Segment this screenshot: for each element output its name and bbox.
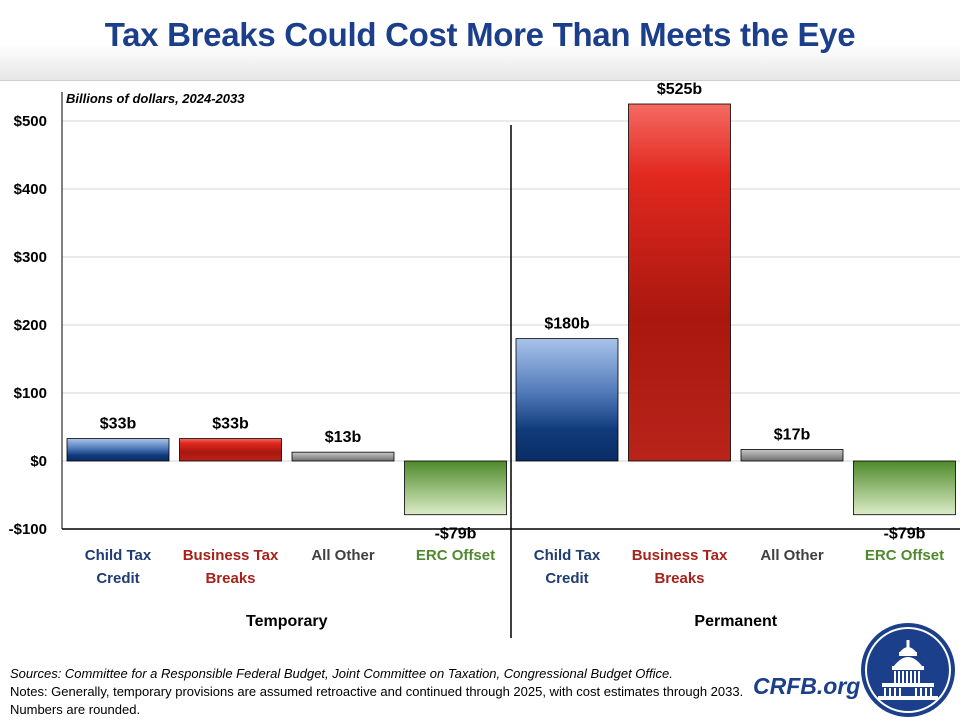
y-tick-label: $300 [14,249,47,266]
category-label: Business Tax [632,547,728,564]
y-tick-label: $0 [30,453,47,470]
data-label: $525b [657,81,703,98]
capitol-dome-seal-icon [861,623,955,717]
bar [291,451,395,462]
bar [66,438,170,462]
title-banner: Tax Breaks Could Cost More Than Meets th… [0,0,960,81]
category-label: Breaks [205,570,255,587]
sources-text: Sources: Committee for a Responsible Fed… [10,666,673,681]
y-tick-label: -$100 [9,521,47,538]
data-label: $13b [325,429,362,446]
data-label: $180b [544,316,590,333]
y-tick-label: $100 [14,385,47,402]
bar [404,460,507,516]
category-label: Child Tax [85,547,152,564]
category-label: ERC Offset [416,547,495,564]
category-label: Child Tax [534,547,601,564]
data-label: -$79b [435,526,477,543]
bar [740,449,844,462]
data-label: $17b [774,426,811,443]
brand-link[interactable]: CRFB.org [753,673,861,699]
y-tick-label: $400 [14,181,47,198]
y-tick-label: $500 [14,113,47,130]
category-label: All Other [760,547,824,564]
bar [628,103,731,462]
bar [179,438,282,462]
footer-notes: Sources: Committee for a Responsible Fed… [10,665,750,719]
bar [515,338,619,462]
category-label: Credit [96,570,139,587]
data-label: $33b [212,416,249,433]
data-label: -$79b [884,526,926,543]
chart-title: Tax Breaks Could Cost More Than Meets th… [104,16,856,53]
category-label: Breaks [654,570,704,587]
data-label: $33b [100,416,137,433]
category-label: ERC Offset [865,547,944,564]
group-label: Permanent [694,613,777,630]
y-tick-label: $200 [14,317,47,334]
category-label: All Other [311,547,375,564]
group-label: Temporary [246,613,328,630]
chart-subtitle: Billions of dollars, 2024-2033 [66,91,245,106]
bar [853,460,956,516]
category-label: Business Tax [183,547,279,564]
notes-text: Notes: Generally, temporary provisions a… [10,684,744,717]
category-label: Credit [545,570,588,587]
